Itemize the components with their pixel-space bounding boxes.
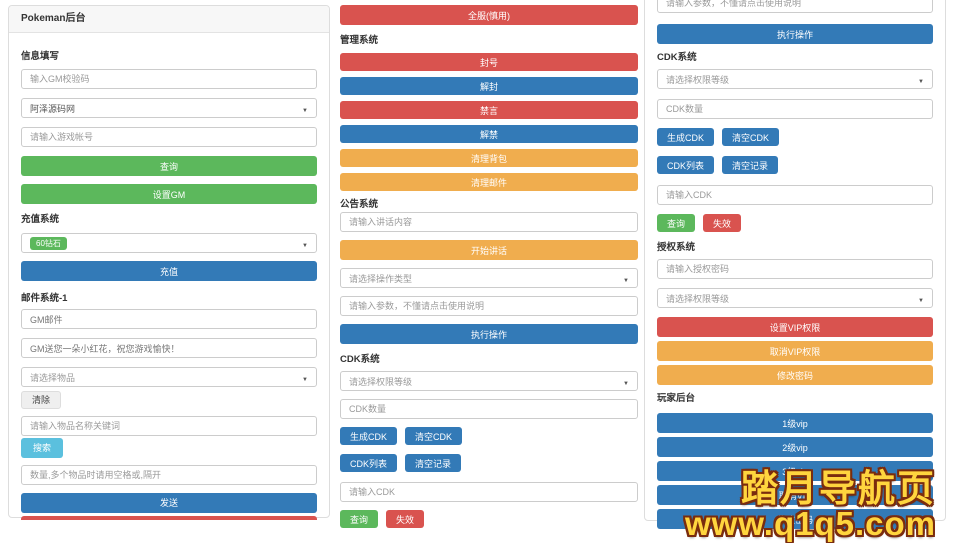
- auth-level-placeholder: 请选择权限等级: [666, 293, 730, 304]
- quantity-input[interactable]: [21, 464, 317, 485]
- change-password-player-button[interactable]: 修改密码: [657, 509, 933, 529]
- vip3-button[interactable]: 3级vip: [657, 461, 933, 481]
- unmute-button[interactable]: 解禁: [340, 125, 638, 143]
- section-label-manage: 管理系统: [340, 35, 379, 46]
- cdk-level-placeholder: 请选择权限等级: [666, 74, 730, 85]
- cancel-vip-player-button[interactable]: 取消VIP: [657, 485, 933, 505]
- operation-type-placeholder: 请选择操作类型: [349, 273, 413, 284]
- chevron-down-icon: [302, 368, 308, 386]
- cdk-button-row-2: CDK列表 清空记录: [340, 454, 638, 472]
- cdk-query-button[interactable]: 查询: [340, 510, 379, 528]
- send-button[interactable]: 发送: [21, 492, 317, 513]
- cdk-count-input[interactable]: [340, 399, 638, 419]
- gm-panel-card: Pokeman后台 信息填写 阿泽源码网 查询 设置GM 充值系统 60钻石 充…: [8, 5, 330, 520]
- clear-button[interactable]: 清除: [21, 390, 62, 409]
- game-account-input[interactable]: [21, 127, 317, 147]
- cdk-list-button[interactable]: CDK列表: [657, 156, 715, 174]
- execute-operation-button[interactable]: 执行操作: [340, 324, 638, 344]
- clear-record-button[interactable]: 清空记录: [405, 454, 462, 472]
- mail-title-input[interactable]: [21, 309, 317, 329]
- cdk-level-select[interactable]: 请选择权限等级: [340, 371, 638, 391]
- cdk-invalid-button[interactable]: 失效: [703, 214, 742, 232]
- search-button-row: 搜索: [21, 437, 317, 458]
- chevron-down-icon: [623, 269, 629, 287]
- vip1-button[interactable]: 1级vip: [657, 413, 933, 433]
- recharge-button[interactable]: 充值: [21, 261, 317, 281]
- cdk-count-input[interactable]: [657, 99, 933, 119]
- clear-cdk-button[interactable]: 清空CDK: [722, 128, 780, 146]
- generate-cdk-button[interactable]: 生成CDK: [657, 128, 715, 146]
- recharge-select[interactable]: 60钻石: [21, 233, 317, 253]
- gm-panel-body: 信息填写 阿泽源码网 查询 设置GM 充值系统 60钻石 充值 邮件系统-1 请…: [9, 33, 329, 520]
- vip2-button[interactable]: 2级vip: [657, 437, 933, 457]
- auth-panel-body: 执行操作 CDK系统 请选择权限等级 生成CDK 清空CDK CDK列表 清空记…: [645, 0, 945, 529]
- auth-level-select[interactable]: 请选择权限等级: [657, 288, 933, 308]
- speech-input[interactable]: [340, 212, 638, 232]
- cdk-level-select[interactable]: 请选择权限等级: [657, 69, 933, 89]
- section-label-recharge: 充值系统: [21, 214, 60, 225]
- section-label-mail: 邮件系统-1: [21, 293, 68, 304]
- operation-type-select[interactable]: 请选择操作类型: [340, 268, 638, 288]
- section-label-auth: 授权系统: [657, 242, 696, 253]
- cdk-button-row-2: CDK列表 清空记录: [657, 156, 933, 174]
- cdk-level-placeholder: 请选择权限等级: [349, 376, 413, 387]
- source-select-value: 阿泽源码网: [30, 103, 76, 114]
- source-select[interactable]: 阿泽源码网: [21, 98, 317, 118]
- chevron-down-icon: [302, 234, 308, 252]
- manage-column: 全服(慎用) 管理系统 封号 解封 禁言 解禁 清理背包 清理邮件 公告系统 开…: [340, 5, 638, 538]
- gm-code-input[interactable]: [21, 69, 317, 89]
- param-input-cropped[interactable]: [657, 0, 933, 13]
- cdk-input[interactable]: [657, 185, 933, 205]
- clear-mail-button[interactable]: 清理邮件: [340, 173, 638, 191]
- cdk-invalid-button[interactable]: 失效: [386, 510, 425, 528]
- param-input[interactable]: [340, 296, 638, 316]
- auth-panel-card: 执行操作 CDK系统 请选择权限等级 生成CDK 清空CDK CDK列表 清空记…: [644, 0, 946, 529]
- item-select-placeholder: 请选择物品: [30, 372, 76, 383]
- set-gm-button[interactable]: 设置GM: [21, 184, 317, 204]
- mute-button[interactable]: 禁言: [340, 101, 638, 119]
- change-password-button[interactable]: 修改密码: [657, 365, 933, 385]
- panel-title: Pokeman后台: [9, 6, 329, 33]
- search-button[interactable]: 搜索: [21, 437, 64, 458]
- section-label-announce: 公告系统: [340, 199, 379, 210]
- cdk-input[interactable]: [340, 482, 638, 502]
- clear-cdk-button[interactable]: 清空CDK: [405, 427, 463, 445]
- recharge-option-badge: 60钻石: [30, 236, 67, 250]
- cdk-query-row: 查询 失效: [340, 510, 638, 528]
- section-label-cdk: CDK系统: [657, 52, 697, 63]
- cdk-query-row: 查询 失效: [657, 214, 933, 232]
- query-button[interactable]: 查询: [21, 156, 317, 176]
- start-speech-button[interactable]: 开始讲话: [340, 240, 638, 260]
- set-vip-button[interactable]: 设置VIP权限: [657, 317, 933, 337]
- item-keyword-input[interactable]: [21, 415, 317, 436]
- cdk-query-button[interactable]: 查询: [657, 214, 696, 232]
- clear-record-button[interactable]: 清空记录: [722, 156, 779, 174]
- item-select[interactable]: 请选择物品: [21, 367, 317, 387]
- unban-account-button[interactable]: 解封: [340, 77, 638, 95]
- cropped-red-button-top[interactable]: [21, 515, 317, 520]
- ban-account-button[interactable]: 封号: [340, 53, 638, 71]
- clear-backpack-button[interactable]: 清理背包: [340, 149, 638, 167]
- generate-cdk-button[interactable]: 生成CDK: [340, 427, 398, 445]
- clear-button-row: 清除: [21, 390, 317, 409]
- cdk-list-button[interactable]: CDK列表: [340, 454, 398, 472]
- execute-operation-button[interactable]: 执行操作: [657, 24, 933, 44]
- cdk-button-row-1: 生成CDK 清空CDK: [340, 427, 638, 445]
- cancel-vip-button[interactable]: 取消VIP权限: [657, 341, 933, 361]
- full-server-button[interactable]: 全服(慎用): [340, 5, 638, 25]
- chevron-down-icon: [302, 99, 308, 117]
- mail-content-input[interactable]: [21, 338, 317, 358]
- section-label-cdk: CDK系统: [340, 354, 380, 365]
- chevron-down-icon: [918, 70, 924, 88]
- section-label-info: 信息填写: [21, 51, 60, 62]
- auth-password-input[interactable]: [657, 259, 933, 279]
- cdk-button-row-1: 生成CDK 清空CDK: [657, 128, 933, 146]
- section-label-player: 玩家后台: [657, 393, 696, 404]
- chevron-down-icon: [918, 289, 924, 307]
- chevron-down-icon: [623, 372, 629, 390]
